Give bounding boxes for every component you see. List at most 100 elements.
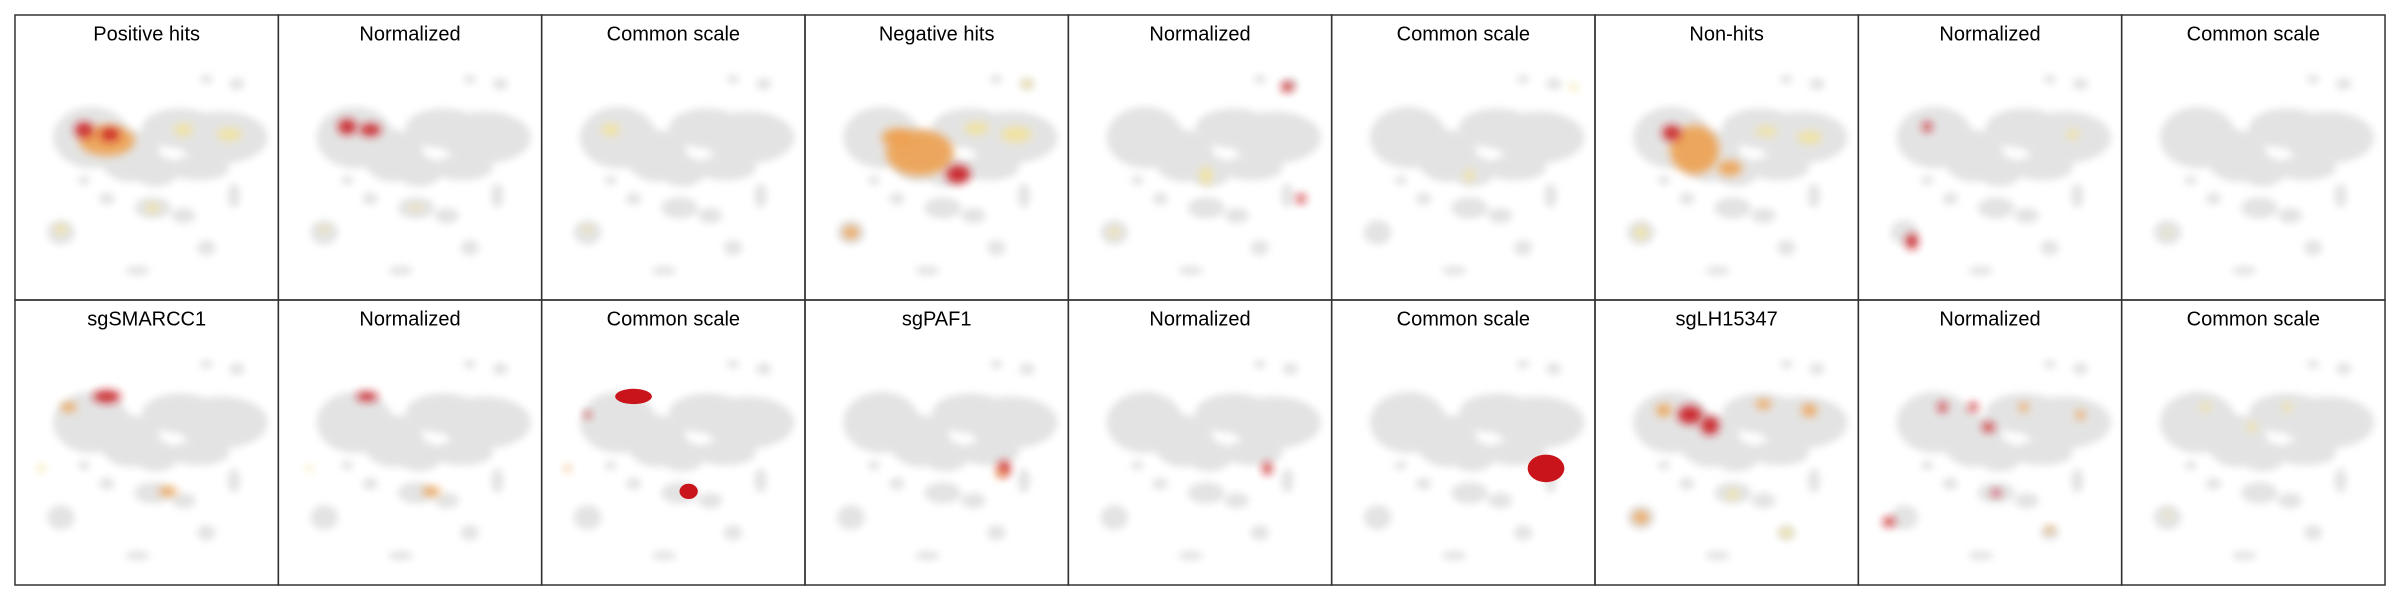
density-spot — [1991, 489, 2001, 496]
density-spot — [1656, 404, 1672, 417]
density-spot — [54, 224, 68, 234]
density-spot — [2282, 402, 2292, 412]
density-spot — [945, 165, 971, 184]
cell-embedding — [2153, 74, 2375, 276]
density-spot — [100, 128, 120, 141]
panel: sgLH15347 — [1594, 299, 1860, 586]
embedding-plot — [1363, 359, 1585, 561]
density-spot — [1200, 166, 1213, 185]
panel-frame — [2120, 299, 2386, 586]
panel-title: Common scale — [1397, 308, 1530, 330]
density-spot — [319, 226, 329, 233]
density-spot — [1937, 402, 1948, 412]
panel: Common scale — [2120, 299, 2386, 586]
density-spot — [146, 203, 159, 213]
density-spot — [996, 468, 1006, 478]
cell-embedding — [1100, 359, 1321, 561]
panel-title: Common scale — [2187, 308, 2320, 330]
density-spot — [422, 486, 441, 496]
cell-embedding — [573, 359, 795, 561]
embedding-plot — [47, 74, 268, 276]
density-spot — [964, 122, 989, 135]
density-spot — [881, 128, 913, 147]
cell-embedding — [1627, 74, 1848, 276]
panel-title: sgLH15347 — [1676, 308, 1778, 330]
density-spot — [1022, 79, 1032, 89]
cell-embedding — [310, 359, 531, 561]
density-spot — [584, 411, 591, 418]
panel-title: Common scale — [2187, 23, 2320, 45]
density-spot — [601, 123, 620, 136]
density-spot — [1968, 402, 1978, 412]
panel: Normalized — [1067, 14, 1333, 301]
panel-title: Positive hits — [93, 23, 200, 45]
density-spot — [1109, 227, 1119, 237]
embedding-plot — [1627, 74, 1848, 276]
density-spot — [79, 125, 135, 156]
density-spot — [2164, 511, 2171, 518]
density-spot — [2075, 410, 2085, 420]
density-spot — [615, 388, 652, 405]
density-spot — [1568, 83, 1579, 91]
panel: Normalized — [1067, 299, 1333, 586]
panel-title: Normalized — [359, 23, 460, 45]
panel: sgPAF1 — [804, 299, 1070, 586]
density-spot — [1982, 422, 1995, 432]
density-spot — [1700, 416, 1720, 435]
panel: Normalized — [277, 299, 543, 586]
density-spot — [158, 486, 178, 496]
panel: Common scale — [1330, 299, 1596, 586]
panel: Common scale — [2120, 14, 2386, 301]
cell-embedding — [310, 74, 531, 276]
panel-title: Common scale — [1397, 23, 1530, 45]
density-spot — [1922, 122, 1932, 132]
density-spot — [1797, 131, 1822, 144]
density-spot — [1780, 528, 1793, 538]
density-spot — [2066, 129, 2079, 140]
cell-embedding — [47, 74, 268, 276]
density-spot — [1634, 226, 1648, 239]
embedding-plot — [36, 359, 268, 561]
cell-embedding — [1890, 359, 2111, 561]
density-spot — [583, 226, 593, 233]
density-spot — [1726, 489, 1739, 500]
density-spot — [36, 465, 46, 472]
panel-title: Normalized — [1149, 23, 1250, 45]
cell-embedding — [2153, 359, 2375, 561]
density-spot — [1670, 125, 1720, 175]
panel: Positive hits — [14, 14, 280, 301]
panel-title: Common scale — [607, 308, 740, 330]
cell-embedding — [573, 74, 795, 276]
density-spot — [1755, 399, 1772, 409]
density-spot — [1755, 126, 1778, 136]
density-spot — [217, 128, 242, 141]
embedding-plot — [2153, 359, 2375, 561]
density-spot — [1000, 126, 1032, 143]
panel: Common scale — [540, 14, 806, 301]
density-spot — [1464, 169, 1475, 182]
panel: Negative hits — [804, 14, 1070, 301]
embedding-plot — [837, 74, 1058, 276]
density-spot — [60, 402, 77, 412]
density-spot — [2247, 422, 2257, 432]
panel-title: sgSMARCC1 — [87, 308, 206, 330]
panel-title: Non-hits — [1689, 23, 1763, 45]
density-spot — [356, 391, 378, 402]
density-spot — [1662, 125, 1681, 141]
panel: Common scale — [540, 299, 806, 586]
density-spot — [359, 123, 381, 136]
density-spot — [174, 123, 193, 136]
density-spot — [411, 204, 421, 211]
embedding-plot — [310, 74, 531, 276]
density-spot — [305, 465, 313, 472]
density-spot — [843, 226, 859, 239]
density-spot — [564, 465, 571, 472]
density-spot — [1527, 454, 1565, 483]
density-spot — [1905, 233, 1919, 250]
panel-title: Normalized — [1939, 23, 2040, 45]
embedding-plot — [1890, 74, 2111, 276]
embedding-plot — [564, 359, 795, 561]
density-spot — [74, 122, 94, 138]
panel: Non-hits — [1594, 14, 1860, 301]
